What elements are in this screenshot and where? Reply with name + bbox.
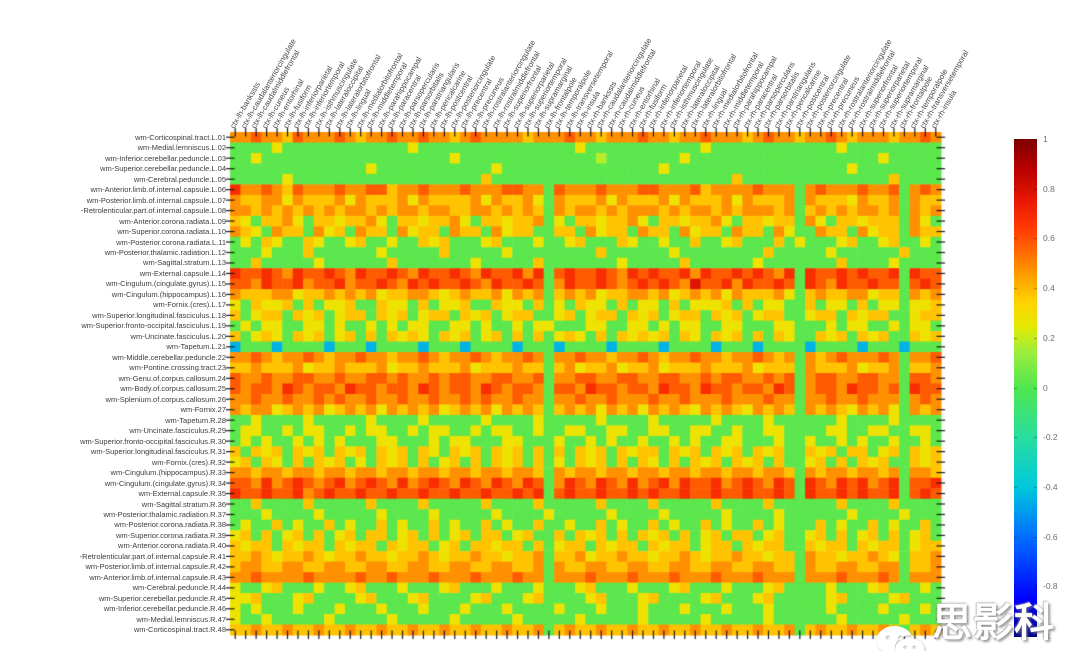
row-label: wm-Fornix.27 <box>180 405 226 415</box>
row-label: wm-Posterior.limb.of.internal.capsule.R.… <box>85 562 226 572</box>
row-label: wm-Tapetum.R.28 <box>165 415 226 425</box>
colorbar-tick-label: 0.8 <box>1043 183 1055 194</box>
row-label: wm-Pontine.crossing.tract.23 <box>129 363 226 373</box>
row-label: wm-Sagittal.stratum.L.13 <box>143 258 226 268</box>
colorbar-tick-label: -0.4 <box>1043 481 1058 492</box>
row-label: wm-Superior.longitudinal.fasciculus.L.18 <box>92 310 226 320</box>
row-label: wm-Posterior.thalamic.radiation.R.37 <box>103 509 226 519</box>
row-label: wm-Posterior.thalamic.radiation.L.12 <box>104 248 226 257</box>
watermark-text: 思影科技 <box>932 600 1056 646</box>
row-label: wm-Cerebral.peduncle.R.44 <box>132 583 226 593</box>
row-label: wm-Middle.cerebellar.peduncle.22 <box>112 352 226 362</box>
row-label: -Retrolenticular.part.of.internal.capsul… <box>79 551 226 561</box>
row-label: wm-Cingulum.(hippocampus).L.16 <box>111 289 226 299</box>
row-label: wm-Medial.lemniscus.R.47 <box>136 614 226 624</box>
row-label: wm-Posterior.limb.of.internal.capsule.L.… <box>86 195 226 205</box>
row-label: wm-Superior.cerebellar.peduncle.L.04 <box>100 164 226 174</box>
row-label: wm-Inferior.cerebellar.peduncle.L.03 <box>105 153 226 163</box>
row-label: wm-Corticospinal.tract.R.48 <box>133 625 226 635</box>
colorbar-tick-label: -0.8 <box>1043 581 1058 592</box>
row-label: wm-Cingulum.(cingulate.gyrus).L.15 <box>105 279 226 289</box>
row-label: wm-Posterior.corona.radiata.R.38 <box>114 520 226 530</box>
colorbar-tick-label: 0.6 <box>1043 233 1055 244</box>
row-label: wm-Superior.fronto-occipital.fasciculus.… <box>80 436 226 446</box>
row-label: wm-Superior.corona.radiata.L.10 <box>117 227 226 237</box>
row-label: wm-Splenium.of.corpus.callosum.26 <box>105 394 226 404</box>
row-label: wm-Cerebral.peduncle.L.05 <box>133 174 226 184</box>
row-label: wm-Anterior.corona.radiata.L.09 <box>119 216 226 226</box>
colorbar-tick-label: -1 <box>1043 631 1051 641</box>
row-label: wm-Fornix.(cres).R.32 <box>151 457 226 467</box>
colorbar-tick-label: -0.2 <box>1043 432 1058 443</box>
colorbar-tick-label: -0.6 <box>1043 531 1058 542</box>
heatmap-canvas <box>225 127 946 640</box>
row-label: wm-Superior.cerebellar.peduncle.R.45 <box>98 593 226 603</box>
row-label: wm-Inferior.cerebellar.peduncle.R.46 <box>103 604 226 614</box>
row-label: wm-Medial.lemniscus.L.02 <box>137 143 226 153</box>
row-label: wm-Anterior.limb.of.internal.capsule.L.0… <box>90 185 226 195</box>
row-label: wm-Anterior.corona.radiata.R.40 <box>118 541 226 551</box>
row-label: wm-External.capsule.L.14 <box>139 268 226 278</box>
row-label: wm-Uncinate.fasciculus.L.20 <box>130 331 226 341</box>
row-label: wm-Posterior.corona.radiata.L.11 <box>116 237 226 247</box>
colorbar <box>1014 139 1037 637</box>
row-label: wm-Fornix.(cres).L.17 <box>153 300 226 310</box>
colorbar-tick-label: 0.2 <box>1043 332 1055 343</box>
row-label: wm-Corticospinal.tract.L.01 <box>135 132 226 142</box>
row-label: wm-Cingulum.(cingulate.gyrus).R.34 <box>104 478 226 488</box>
row-label: wm-Uncinate.fasciculus.R.29 <box>129 426 226 436</box>
row-label: wm-Superior.corona.radiata.R.39 <box>115 530 226 540</box>
colorbar-tick-label: 0.4 <box>1043 283 1055 294</box>
row-label: wm-Cingulum.(hippocampus).R.33 <box>110 468 226 478</box>
row-label: wm-Superior.longitudinal.fasciculus.R.31 <box>90 447 226 457</box>
row-label: wm-External.capsule.R.35 <box>138 489 226 499</box>
colorbar-tick-label: 1 <box>1043 134 1048 144</box>
row-label: wm-Superior.fronto-occipital.fasciculus.… <box>81 321 226 331</box>
watermark: 思影科技 <box>874 590 1080 651</box>
row-label: wm-Sagittal.stratum.R.36 <box>141 499 226 509</box>
colorbar-tick-label: 0 <box>1043 382 1048 393</box>
row-label: wm-Anterior.limb.of.internal.capsule.R.4… <box>89 572 226 582</box>
row-label: -Retrolenticular.part.of.internal.capsul… <box>80 206 226 216</box>
row-label: wm-Body.of.corpus.callosum.25 <box>120 384 226 394</box>
wechat-icon <box>876 626 925 651</box>
row-label: wm-Tapetum.L.21 <box>166 342 226 352</box>
row-label: wm-Genu.of.corpus.callosum.24 <box>118 373 226 383</box>
